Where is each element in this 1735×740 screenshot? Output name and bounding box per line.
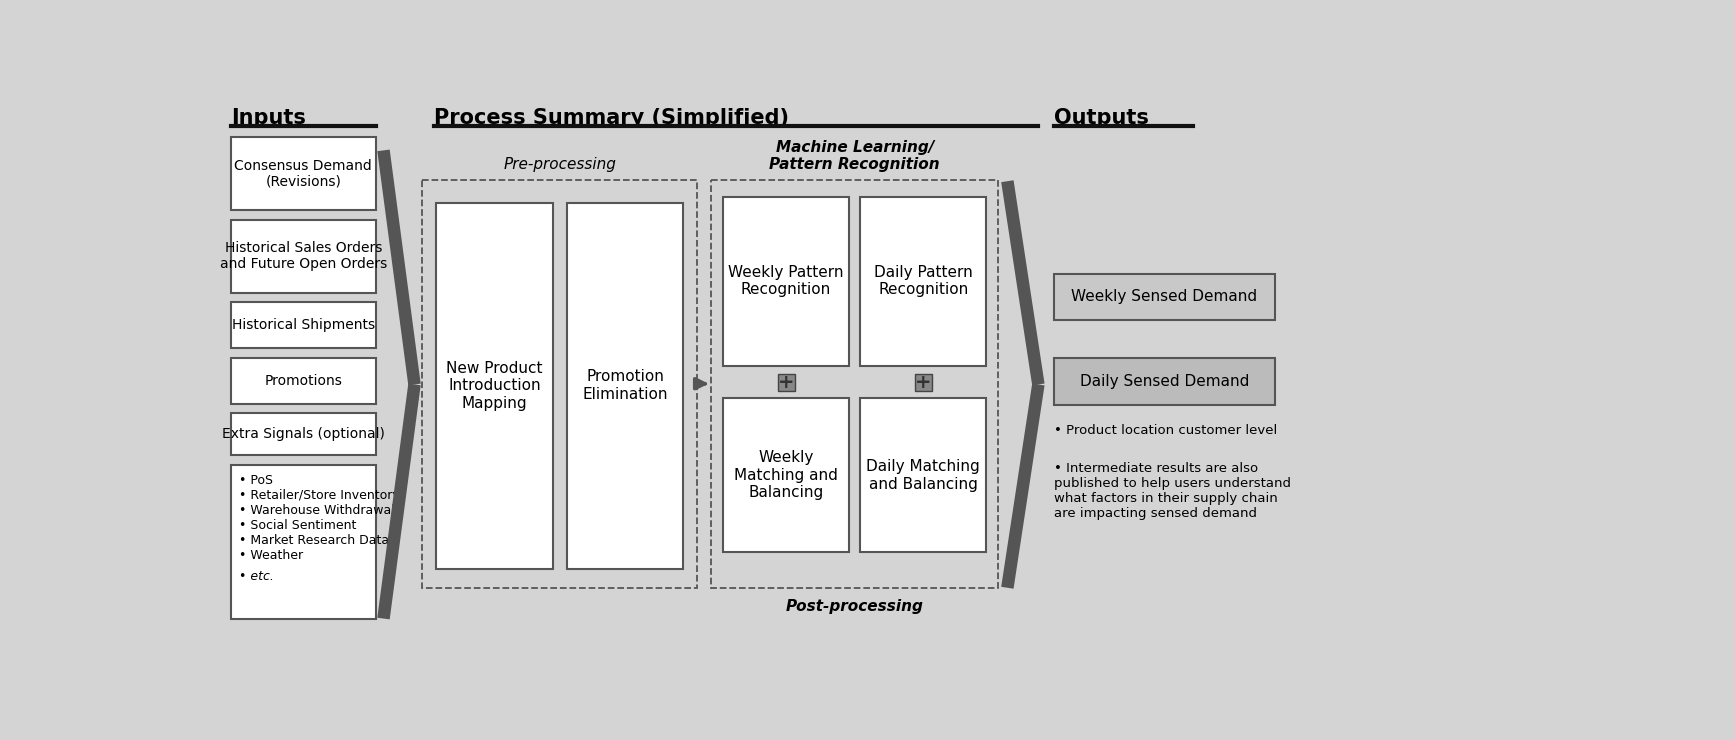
Bar	[231, 357, 376, 404]
Text: Daily Pattern
Recognition: Daily Pattern Recognition	[874, 265, 973, 297]
Text: Weekly
Matching and
Balancing: Weekly Matching and Balancing	[734, 451, 838, 500]
Text: New Product
Introduction
Mapping: New Product Introduction Mapping	[446, 360, 543, 411]
Text: • Product location customer level: • Product location customer level	[1053, 424, 1277, 437]
Text: Post-processing: Post-processing	[786, 599, 923, 613]
Text: • PoS
• Retailer/Store Inventory
• Warehouse Withdrawals
• Social Sentiment
• Ma: • PoS • Retailer/Store Inventory • Wareh…	[239, 474, 401, 562]
Text: Weekly Sensed Demand: Weekly Sensed Demand	[1070, 289, 1258, 304]
Text: Outputs: Outputs	[1053, 108, 1149, 128]
Text: • etc.: • etc.	[239, 570, 274, 583]
Bar	[711, 180, 998, 588]
Text: Process Summary (Simplified): Process Summary (Simplified)	[434, 108, 789, 128]
Bar	[861, 398, 987, 552]
Bar	[567, 203, 684, 568]
Bar	[861, 197, 987, 366]
Bar	[723, 398, 848, 552]
Bar	[723, 197, 848, 366]
Text: Machine Learning/
Pattern Recognition: Machine Learning/ Pattern Recognition	[769, 140, 940, 172]
Text: Inputs: Inputs	[231, 108, 305, 128]
Text: Weekly Pattern
Recognition: Weekly Pattern Recognition	[729, 265, 843, 297]
Bar	[435, 203, 553, 568]
Bar	[914, 374, 932, 391]
Bar	[777, 374, 795, 391]
Bar	[231, 220, 376, 293]
Bar	[231, 413, 376, 455]
Text: Daily Sensed Demand: Daily Sensed Demand	[1079, 374, 1249, 389]
Text: +: +	[777, 373, 795, 391]
Text: Pre-processing: Pre-processing	[503, 157, 616, 172]
Text: Extra Signals (optional): Extra Signals (optional)	[222, 427, 385, 441]
Bar	[422, 180, 697, 588]
Bar	[1053, 274, 1275, 320]
Bar	[231, 302, 376, 349]
Text: • Intermediate results are also
published to help users understand
what factors : • Intermediate results are also publishe…	[1053, 462, 1291, 520]
Text: Promotions: Promotions	[264, 374, 342, 388]
Bar	[1053, 358, 1275, 405]
Text: Historical Sales Orders
and Future Open Orders: Historical Sales Orders and Future Open …	[220, 241, 387, 272]
Text: Promotion
Elimination: Promotion Elimination	[583, 369, 668, 402]
Text: Daily Matching
and Balancing: Daily Matching and Balancing	[866, 459, 980, 491]
Text: Consensus Demand
(Revisions): Consensus Demand (Revisions)	[234, 159, 373, 189]
Bar	[231, 138, 376, 210]
Bar	[231, 465, 376, 619]
Text: Historical Shipments: Historical Shipments	[232, 318, 375, 332]
Text: +: +	[914, 373, 932, 391]
